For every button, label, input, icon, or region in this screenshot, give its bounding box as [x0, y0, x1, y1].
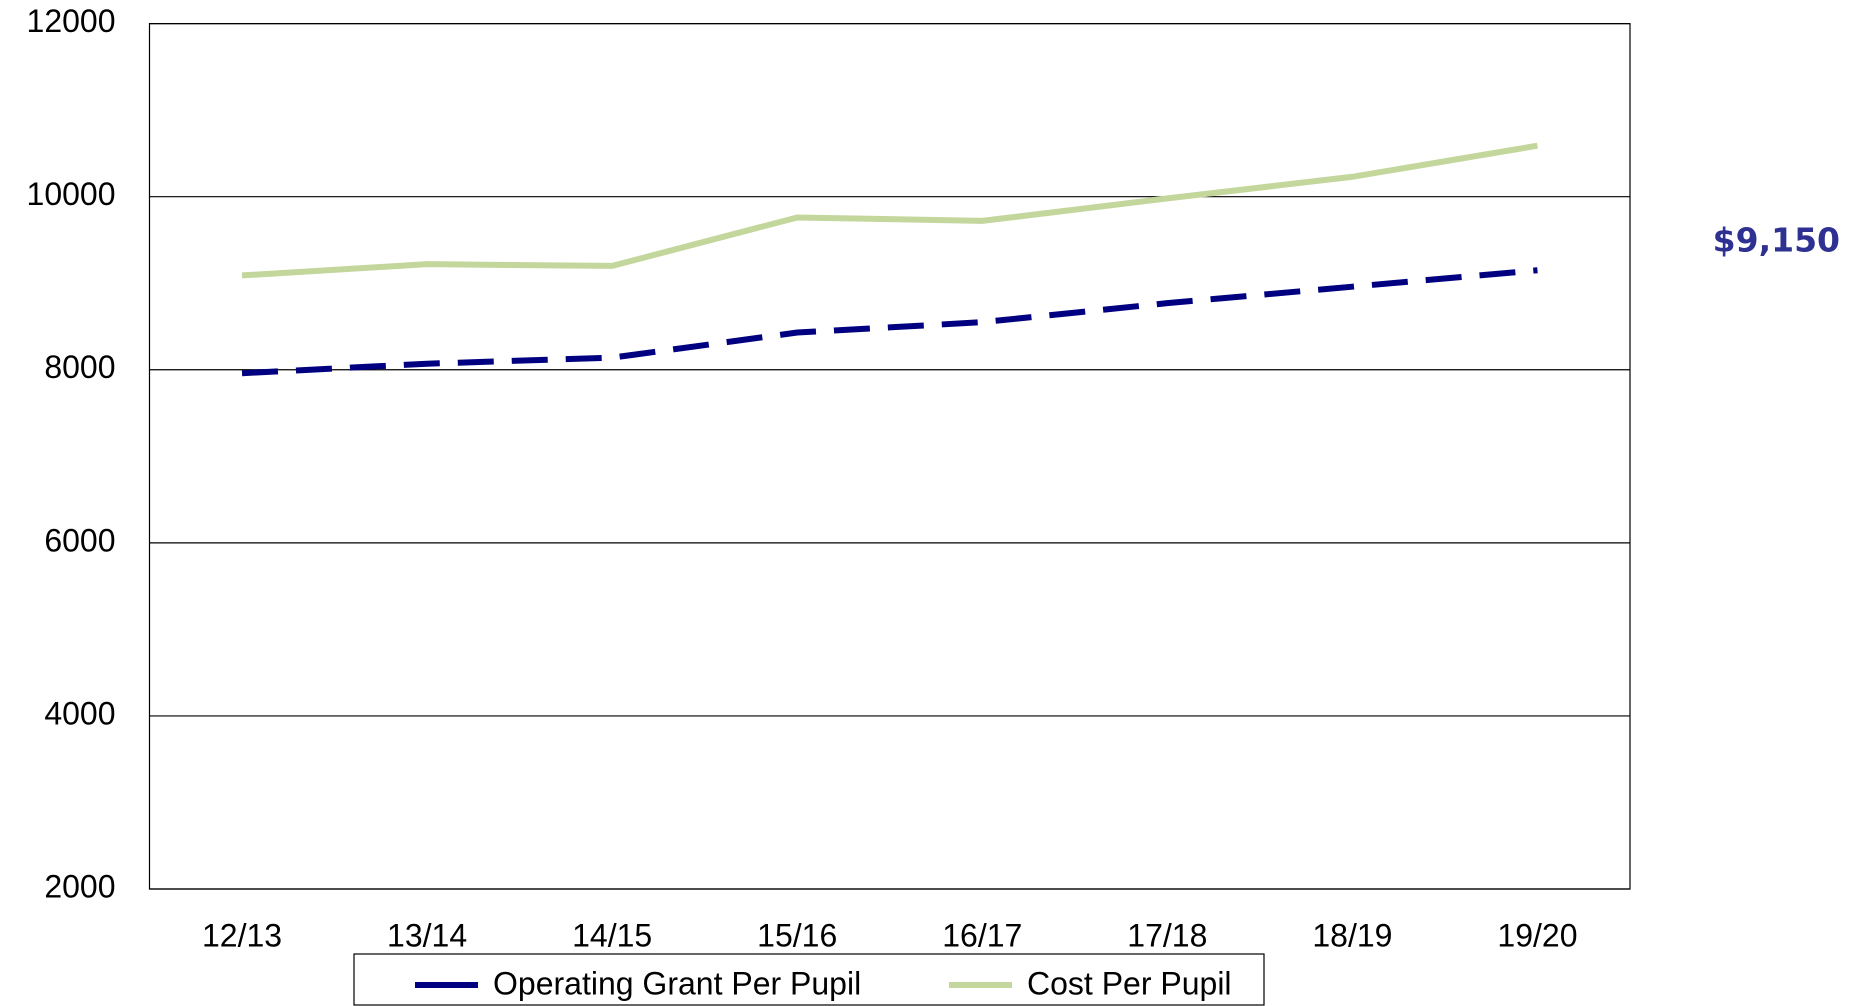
x-tick-label: 14/15	[572, 917, 652, 953]
plot-frame	[148, 23, 1631, 890]
series-line	[241, 267, 1538, 377]
x-tick-label: 18/19	[1312, 917, 1392, 953]
y-tick-label: 2000	[44, 868, 115, 904]
y-tick-label: 12000	[27, 3, 116, 39]
x-tick-label: 12/13	[202, 917, 282, 953]
series-line	[241, 142, 1538, 279]
x-tick-label: 19/20	[1497, 917, 1577, 953]
legend-label: Operating Grant Per Pupil	[493, 965, 861, 1001]
x-tick-label: 17/18	[1127, 917, 1207, 953]
y-tick-label: 10000	[27, 176, 116, 212]
x-tick-label: 16/17	[942, 917, 1022, 953]
legend-label: Cost Per Pupil	[1027, 965, 1232, 1001]
x-tick-label: 13/14	[387, 917, 467, 953]
y-tick-label: 6000	[44, 522, 115, 558]
legend-box	[353, 953, 1265, 1006]
y-tick-label: 4000	[44, 695, 115, 731]
value-label: $9,150	[1713, 221, 1840, 260]
x-tick-label: 15/16	[757, 917, 837, 953]
y-tick-label: 8000	[44, 349, 115, 385]
